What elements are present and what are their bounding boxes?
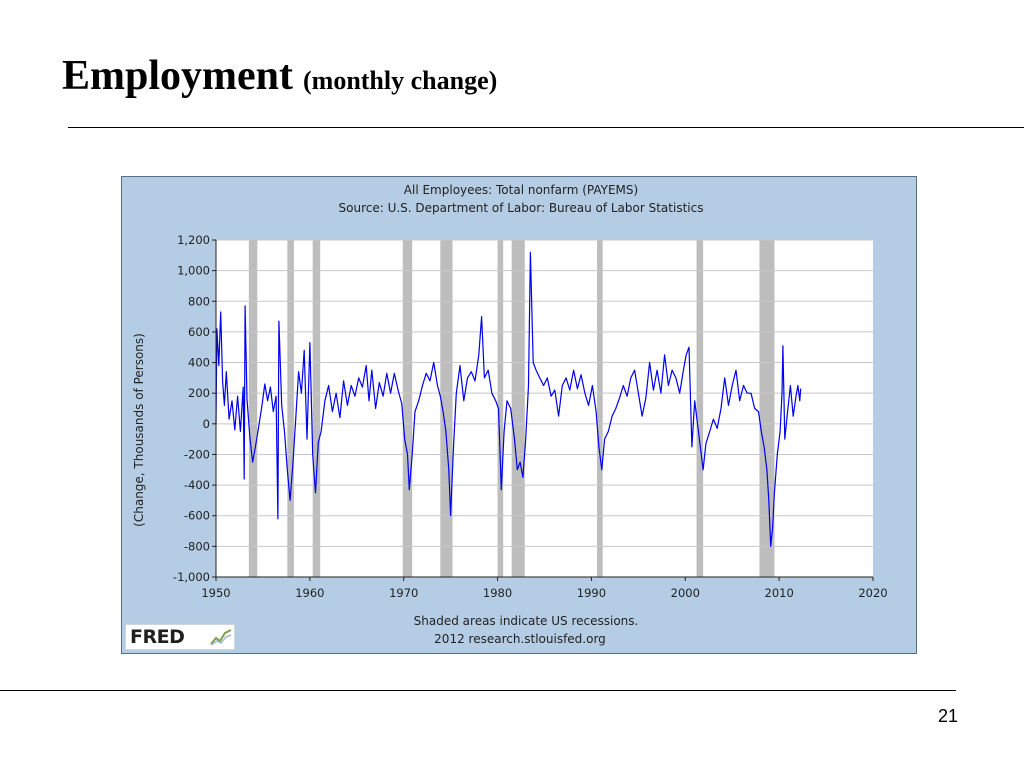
y-axis-label: (Change, Thousands of Persons) [132, 333, 146, 527]
x-tick-label: 1980 [483, 586, 512, 600]
fred-logo-text: FRED [130, 626, 185, 648]
x-tick-label: 1950 [201, 586, 230, 600]
y-tick-label: -1,000 [173, 570, 210, 584]
y-tick-label: 600 [188, 325, 210, 339]
trend-graph-icon [210, 627, 232, 647]
slide-title-main: Employment [62, 53, 293, 99]
recession-band [312, 240, 321, 577]
recession-band [759, 240, 775, 577]
slide-title: Employment (monthly change) [62, 52, 497, 100]
x-tick-label: 2010 [765, 586, 794, 600]
recession-band [597, 240, 603, 577]
chart-credit: 2012 research.stlouisfed.org [434, 632, 606, 646]
y-tick-label: 200 [188, 386, 210, 400]
y-tick-label: 1,200 [177, 233, 210, 247]
y-tick-label: -800 [184, 539, 210, 553]
x-tick-label: 1960 [295, 586, 324, 600]
x-tick-label: 1970 [389, 586, 418, 600]
slide-number: 21 [938, 706, 959, 726]
recession-band [402, 240, 413, 577]
x-tick-label: 2000 [671, 586, 700, 600]
chart-title: All Employees: Total nonfarm (PAYEMS) [404, 183, 638, 197]
y-tick-label: 800 [188, 294, 210, 308]
series-line [215, 251, 802, 548]
recession-band [497, 240, 504, 577]
recession-band [511, 240, 525, 577]
recession-band [248, 240, 258, 577]
chart-footnote: Shaded areas indicate US recessions. [414, 614, 639, 628]
y-tick-label: -600 [184, 509, 210, 523]
y-tick-label: 1,000 [177, 264, 210, 278]
recession-band [287, 240, 294, 577]
x-tick-label: 2020 [858, 586, 887, 600]
fred-logo: FRED [125, 624, 235, 650]
chart-subtitle: Source: U.S. Department of Labor: Bureau… [339, 201, 704, 215]
y-tick-label: 0 [203, 417, 210, 431]
y-tick-label: -400 [184, 478, 210, 492]
y-tick-label: 400 [188, 356, 210, 370]
slide-title-subtitle: (monthly change) [303, 66, 498, 95]
y-tick-label: -200 [184, 447, 210, 461]
title-divider [68, 127, 1024, 128]
x-tick-label: 1990 [577, 586, 606, 600]
recession-band [696, 240, 704, 577]
footer-divider [0, 690, 956, 691]
